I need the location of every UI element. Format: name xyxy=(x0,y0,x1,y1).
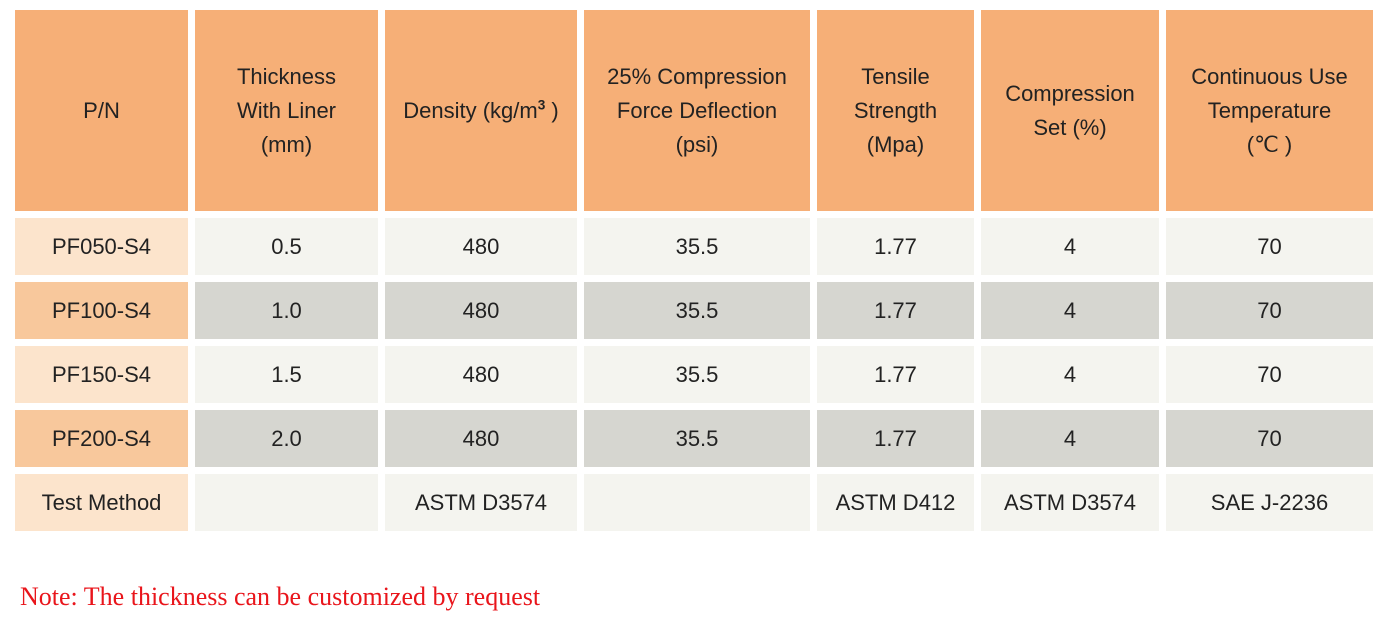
header-label: Force Deflection xyxy=(616,97,778,123)
header-cell-continuous-use-temperature: Continuous Use Temperature (℃ ) xyxy=(1166,10,1373,211)
header-cell-density: Density (kg/m3 ) xyxy=(385,10,577,211)
table-cell: 35.5 xyxy=(584,346,810,403)
table-row-pf100: PF100-S4 1.0 480 35.5 1.77 4 70 xyxy=(15,282,1373,339)
density-superscript: 3 xyxy=(537,97,546,113)
table-cell: ASTM D3574 xyxy=(385,474,577,531)
header-cell-compression-force-deflection: 25% Compression Force Deflection (psi) xyxy=(584,10,810,211)
row-label: PF150-S4 xyxy=(15,346,188,403)
table-cell: 1.77 xyxy=(817,410,974,467)
spec-table: P/N Thickness With Liner (mm) Density (k… xyxy=(8,3,1380,538)
header-label: (mm) xyxy=(260,131,313,157)
table-cell xyxy=(584,474,810,531)
header-label: Set (%) xyxy=(1033,114,1107,140)
table-header: P/N Thickness With Liner (mm) Density (k… xyxy=(15,10,1373,211)
header-label: Tensile xyxy=(861,63,930,89)
density-label-prefix: Density (kg/m xyxy=(403,97,538,123)
table-cell: 1.77 xyxy=(817,282,974,339)
header-label: 25% Compression xyxy=(607,63,787,89)
table-cell: 480 xyxy=(385,346,577,403)
header-cell-pn: P/N xyxy=(15,10,188,211)
table-cell: 0.5 xyxy=(195,218,378,275)
header-cell-compression-set: Compression Set (%) xyxy=(981,10,1159,211)
table-cell: 4 xyxy=(981,346,1159,403)
header-label: (℃ ) xyxy=(1246,131,1293,157)
header-label: P/N xyxy=(83,97,120,123)
table-cell: 70 xyxy=(1166,218,1373,275)
header-label: (psi) xyxy=(675,131,719,157)
table-cell: 35.5 xyxy=(584,218,810,275)
row-label: PF100-S4 xyxy=(15,282,188,339)
table-cell: 4 xyxy=(981,218,1159,275)
header-label: Compression xyxy=(1005,80,1135,106)
header-label: With Liner xyxy=(236,97,337,123)
header-label: Temperature xyxy=(1207,97,1332,123)
table-cell: 1.0 xyxy=(195,282,378,339)
table-row-pf050: PF050-S4 0.5 480 35.5 1.77 4 70 xyxy=(15,218,1373,275)
header-row: P/N Thickness With Liner (mm) Density (k… xyxy=(15,10,1373,211)
header-label: Thickness xyxy=(236,63,337,89)
row-label: Test Method xyxy=(15,474,188,531)
table-cell: 1.5 xyxy=(195,346,378,403)
table-cell xyxy=(195,474,378,531)
table-cell: 70 xyxy=(1166,282,1373,339)
table-cell: SAE J-2236 xyxy=(1166,474,1373,531)
table-body: PF050-S4 0.5 480 35.5 1.77 4 70 PF100-S4… xyxy=(15,218,1373,531)
header-cell-thickness: Thickness With Liner (mm) xyxy=(195,10,378,211)
header-label: Density (kg/m3 ) xyxy=(389,94,573,128)
table-cell: 70 xyxy=(1166,410,1373,467)
note-text: Note: The thickness can be customized by… xyxy=(20,582,541,611)
table-cell: 1.77 xyxy=(817,346,974,403)
header-label: Continuous Use xyxy=(1191,63,1348,89)
table-cell: ASTM D3574 xyxy=(981,474,1159,531)
table-row-pf200: PF200-S4 2.0 480 35.5 1.77 4 70 xyxy=(15,410,1373,467)
header-label: (Mpa) xyxy=(866,131,925,157)
table-cell: 1.77 xyxy=(817,218,974,275)
table-row-pf150: PF150-S4 1.5 480 35.5 1.77 4 70 xyxy=(15,346,1373,403)
header-cell-tensile-strength: Tensile Strength (Mpa) xyxy=(817,10,974,211)
table-cell: 2.0 xyxy=(195,410,378,467)
table-cell: 480 xyxy=(385,282,577,339)
table-cell: 70 xyxy=(1166,346,1373,403)
density-label-suffix: ) xyxy=(545,97,559,123)
table-cell: 480 xyxy=(385,218,577,275)
table-cell: 35.5 xyxy=(584,410,810,467)
header-label: Strength xyxy=(853,97,938,123)
row-label: PF050-S4 xyxy=(15,218,188,275)
row-label: PF200-S4 xyxy=(15,410,188,467)
table-cell: 480 xyxy=(385,410,577,467)
table-cell: ASTM D412 xyxy=(817,474,974,531)
table-cell: 4 xyxy=(981,410,1159,467)
table-cell: 35.5 xyxy=(584,282,810,339)
table-row-test-method: Test Method ASTM D3574 ASTM D412 ASTM D3… xyxy=(15,474,1373,531)
table-cell: 4 xyxy=(981,282,1159,339)
